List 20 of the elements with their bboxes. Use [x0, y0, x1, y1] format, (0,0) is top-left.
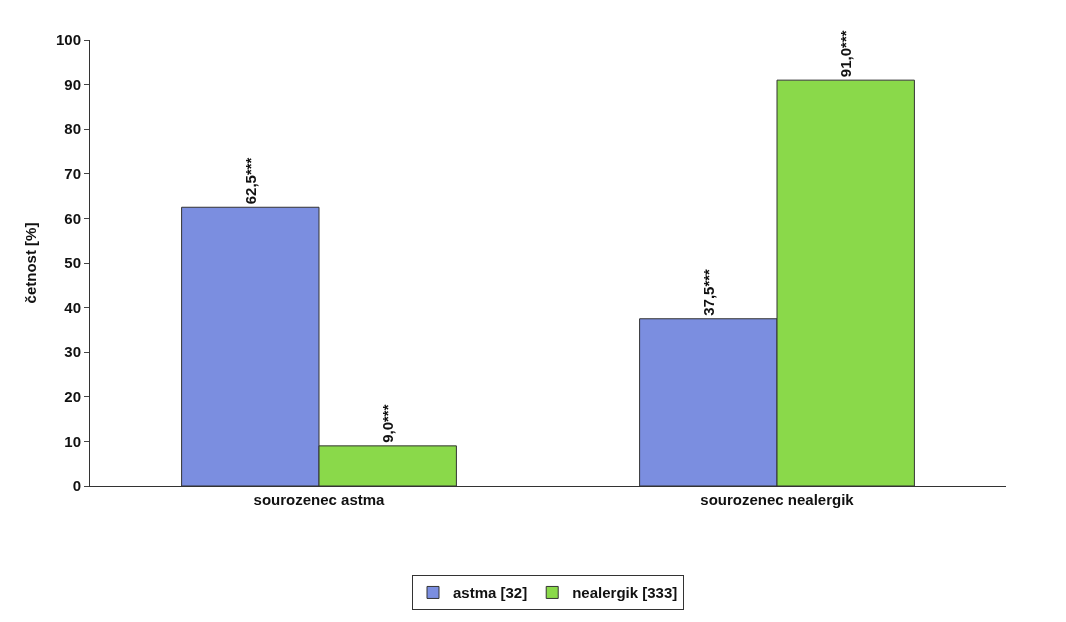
y-tick-label: 90	[64, 75, 81, 93]
data-label: 37,5***	[699, 268, 717, 316]
y-tick-label: 40	[64, 298, 81, 316]
data-label: 91,0***	[837, 30, 855, 78]
y-tick-label: 30	[64, 343, 81, 361]
data-label: 9,0***	[379, 404, 397, 443]
y-tick-label: 20	[64, 388, 81, 406]
y-tick-label: 60	[64, 209, 81, 227]
y-tick-label: 100	[55, 31, 81, 49]
y-axis-title: četnost [%]	[22, 222, 40, 304]
y-tick-label: 10	[64, 432, 81, 450]
x-tick-label: sourozenec nealergik	[700, 491, 855, 508]
legend-label: nealergik [333]	[572, 584, 678, 602]
data-label: 62,5***	[241, 157, 259, 205]
y-tick-label: 70	[64, 165, 81, 183]
y-tick-label: 80	[64, 120, 81, 138]
y-tick-label: 50	[64, 254, 81, 272]
x-tick-label: sourozenec astma	[253, 491, 386, 508]
legend-label: astma [32]	[453, 584, 528, 602]
y-tick-label: 0	[72, 477, 81, 495]
